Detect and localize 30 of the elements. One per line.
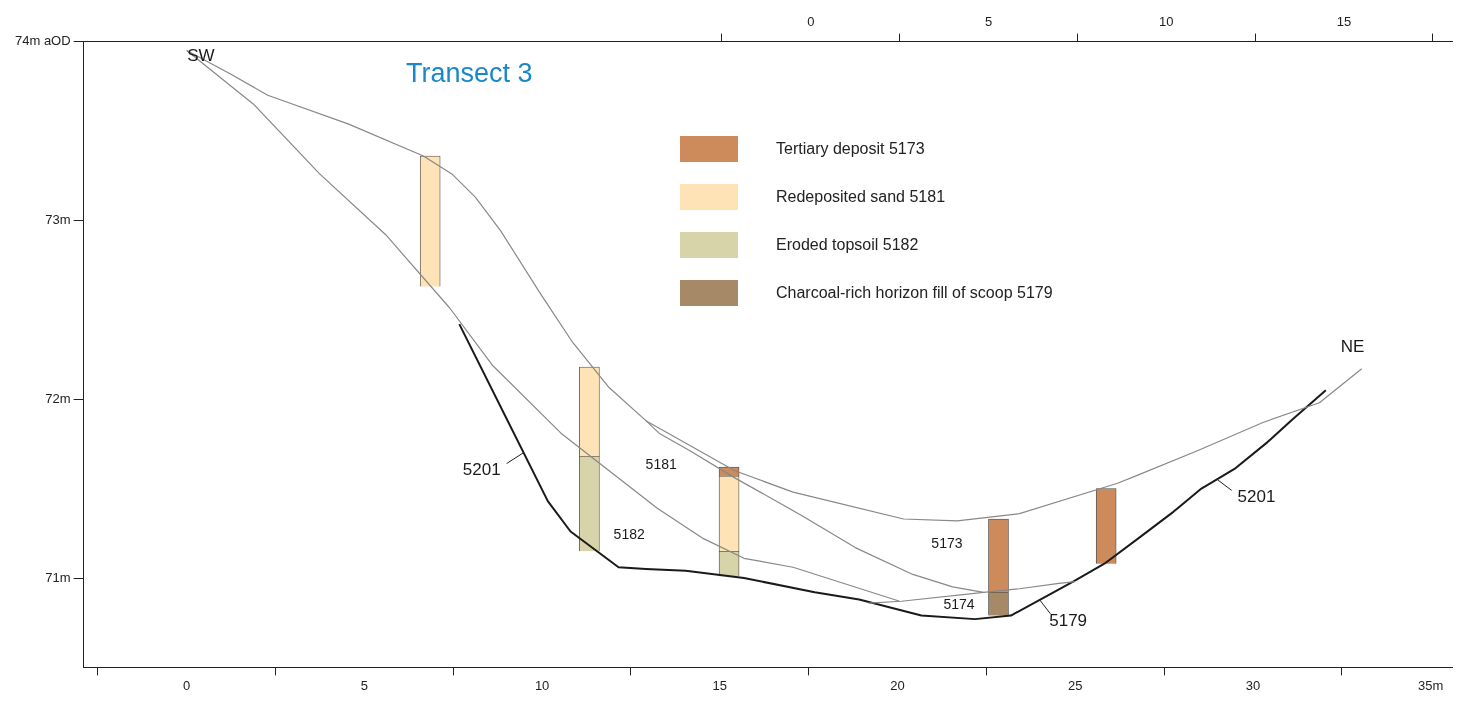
x-tick-label: 5	[360, 677, 369, 693]
y-tick-label: 71m	[45, 569, 71, 585]
annotation: 5174	[943, 595, 975, 612]
annotation: 5182	[613, 525, 645, 542]
annotation: 5181	[645, 456, 677, 473]
legend-label: Redeposited sand 5181	[776, 188, 946, 206]
text: Transect 3	[406, 58, 533, 89]
y-tick-label: 72m	[45, 390, 71, 406]
x-tick-label: 30	[1245, 677, 1261, 693]
y-tick-label: 74m aOD	[14, 33, 71, 49]
x2-tick-label: 5	[984, 14, 993, 30]
x2-tick-label: 15	[1336, 14, 1352, 30]
legend-label: Tertiary deposit 5173	[776, 140, 925, 158]
annotation: 5201	[462, 460, 501, 480]
x-tick-label: 15	[712, 677, 728, 693]
legend-label: Eroded topsoil 5182	[776, 236, 919, 254]
x2-tick-label: 0	[807, 14, 815, 30]
annotation: 5179	[1049, 610, 1088, 630]
x2-tick-label: 10	[1159, 14, 1174, 30]
x-tick-label: 35m	[1418, 677, 1444, 693]
legend-label: Charcoal-rich horizon fill of scoop 5179	[776, 284, 1053, 302]
x-tick-label: 25	[1068, 677, 1083, 693]
x-tick-label: 10	[534, 677, 550, 693]
annotation: SW	[187, 45, 215, 65]
annotation: NE	[1340, 337, 1365, 357]
annotation: 5201	[1237, 487, 1276, 507]
y-tick-label: 73m	[45, 211, 71, 227]
annotation: 5173	[931, 534, 963, 551]
x-tick-label: 0	[183, 677, 191, 693]
x-tick-label: 20	[890, 677, 905, 693]
